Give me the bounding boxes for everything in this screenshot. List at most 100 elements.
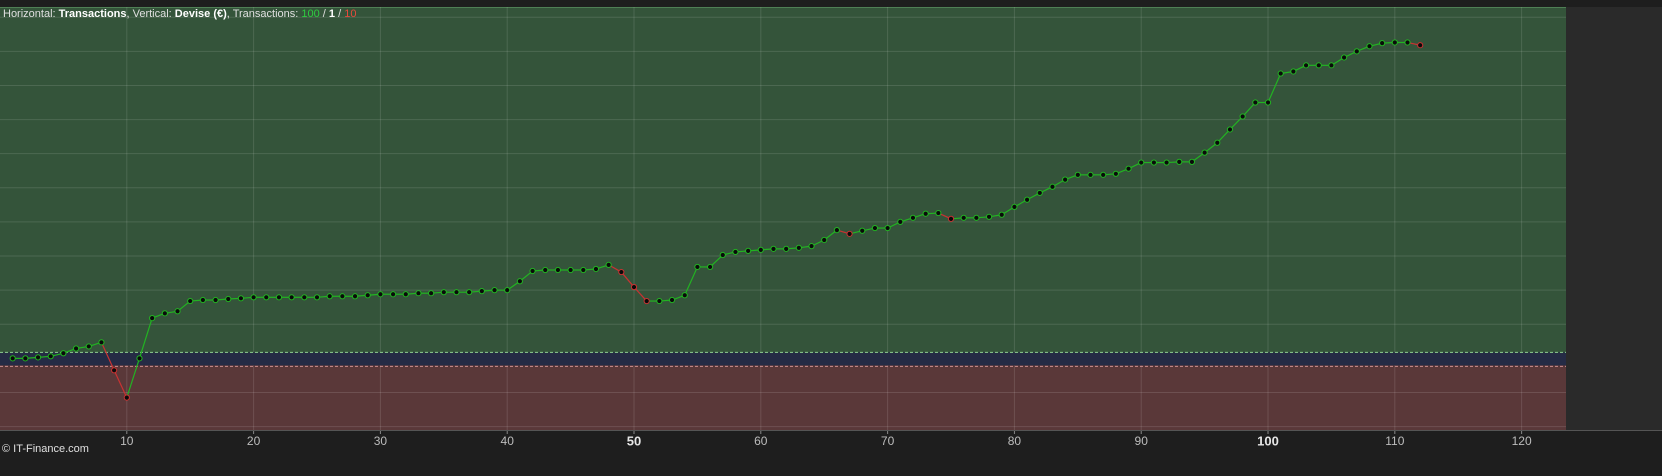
trade-marker [1087,171,1094,178]
header-part: / [335,8,345,20]
trade-marker [605,261,612,268]
trade-marker [554,266,562,274]
trade-marker [1074,171,1081,178]
trade-marker [542,266,549,274]
trade-marker [377,291,384,298]
trade-marker [643,297,650,305]
trade-marker [440,289,447,296]
trade-marker [288,294,295,301]
trade-marker [174,308,181,315]
equity-segment [113,370,128,398]
trade-marker [466,289,473,296]
trade-marker [580,266,587,274]
trade-marker [1277,70,1284,77]
plot-area [0,7,1566,430]
trade-marker [428,290,435,297]
trade-marker [1391,39,1398,46]
trade-marker [1340,54,1348,61]
trade-marker [1049,183,1056,190]
trade-marker [1379,40,1386,47]
trade-marker [1417,42,1424,49]
equity-segment [100,342,115,371]
trade-marker [770,245,777,252]
trade-marker [833,226,840,234]
trade-marker [149,315,156,322]
trade-marker [808,243,815,250]
trade-marker [351,293,359,300]
trade-marker [1404,39,1411,46]
trade-marker [960,214,967,221]
trade-marker [415,290,422,297]
trade-marker [973,214,980,221]
x-tick-label: 110 [1385,434,1404,448]
trade-marker [998,211,1005,218]
trade-marker [947,215,955,222]
trade-marker [1011,203,1018,211]
trade-marker [60,350,67,357]
trade-marker [478,288,485,295]
trade-marker [491,287,498,294]
trade-marker [592,265,600,273]
trade-marker [22,355,29,362]
trade-marker [225,295,232,303]
trade-marker [909,214,917,221]
trade-marker [111,367,118,374]
trade-marker [504,287,511,294]
trade-marker [339,293,346,300]
trade-marker [1252,99,1259,106]
trade-marker [859,227,866,234]
trade-marker [1315,62,1322,69]
trade-marker [301,294,308,301]
trade-marker [1062,176,1069,183]
trade-marker [212,296,219,304]
trade-marker [668,296,676,304]
header-part: Horizontal: [3,8,59,20]
trade-marker [364,292,371,299]
trade-marker [1239,113,1246,120]
trade-marker [529,267,536,275]
trade-marker [656,297,663,305]
trade-marker [1201,149,1208,156]
trade-marker [1150,159,1157,166]
zero-band [0,352,1566,366]
trade-marker [1138,159,1145,166]
x-tick-label: 120 [1512,434,1532,448]
trade-marker [884,224,891,232]
trade-marker [681,292,688,299]
trade-marker [1302,62,1310,69]
trade-marker [402,291,409,298]
trade-marker [136,355,143,362]
trade-marker [618,268,625,276]
trade-marker [516,278,523,285]
trade-marker [745,247,752,255]
trade-marker [706,263,714,271]
trade-marker [1214,139,1221,146]
trade-marker [237,295,245,302]
trade-marker [1112,170,1119,177]
trade-marker [757,246,764,253]
trade-marker [199,296,206,304]
equity-segment [126,358,141,398]
header-part: Transactions [58,8,127,20]
header-part: 10 [344,8,357,20]
trade-marker [1023,196,1031,203]
equity-segment [1267,73,1282,103]
trade-marker [187,297,194,305]
equity-segment [633,286,648,302]
trade-marker [922,210,929,217]
x-tick-label: 50 [627,433,641,448]
trade-marker [795,244,802,251]
trade-marker [1264,99,1272,106]
header-part: 1 [328,8,336,20]
trade-marker [1100,171,1107,178]
equity-segment [684,266,698,296]
trade-marker [694,263,701,271]
trade-marker [263,294,270,301]
watermark: © IT-Finance.com [2,443,89,455]
trade-marker [313,294,321,301]
trade-marker [275,294,283,301]
trade-marker [846,230,853,237]
trade-marker [34,354,42,361]
trade-marker [98,339,105,346]
trade-marker [567,266,574,274]
